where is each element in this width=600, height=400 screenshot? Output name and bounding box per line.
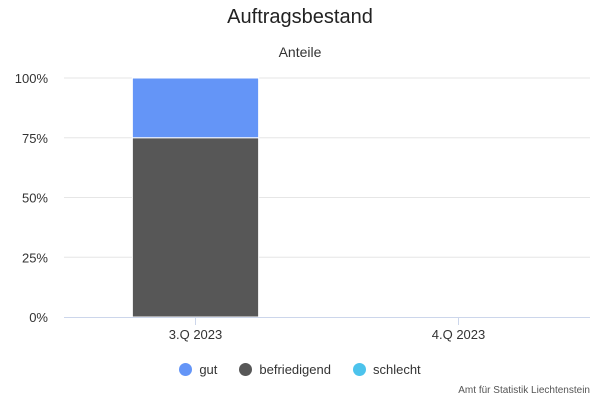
legend-swatch xyxy=(179,363,193,376)
legend-item-schlecht[interactable]: schlecht xyxy=(352,362,421,377)
chart-title: Auftragsbestand xyxy=(227,6,373,28)
y-tick-label: 75% xyxy=(22,131,48,146)
axes: 0% 25% 50% 75% 100% 3.Q 2023 4.Q 2023 xyxy=(15,71,590,342)
legend-label: gut xyxy=(199,362,218,377)
credits-text[interactable]: Amt für Statistik Liechtenstein xyxy=(458,385,590,396)
plot-area: 0% 25% 50% 75% 100% 3.Q 2023 4.Q 2023 xyxy=(15,71,590,342)
bar-befriedigend-0[interactable] xyxy=(131,137,260,318)
legend-swatch xyxy=(352,363,366,376)
bar-gut-0[interactable] xyxy=(131,77,260,139)
bars xyxy=(131,77,260,318)
legend-swatch xyxy=(239,363,253,376)
x-tick-label: 4.Q 2023 xyxy=(432,327,486,342)
x-tick-label: 3.Q 2023 xyxy=(169,327,223,342)
chart-subtitle: Anteile xyxy=(278,44,322,60)
legend-label: schlecht xyxy=(372,362,421,377)
y-tick-label: 100% xyxy=(15,71,49,86)
y-tick-label: 0% xyxy=(29,310,48,325)
legend-item-befriedigend[interactable]: befriedigend xyxy=(239,362,331,377)
y-tick-label: 25% xyxy=(22,250,48,265)
legend-label: befriedigend xyxy=(259,362,331,377)
legend-item-gut[interactable]: gut xyxy=(179,362,217,377)
y-tick-label: 50% xyxy=(22,191,48,206)
legend: gut befriedigend schlecht xyxy=(0,362,600,377)
